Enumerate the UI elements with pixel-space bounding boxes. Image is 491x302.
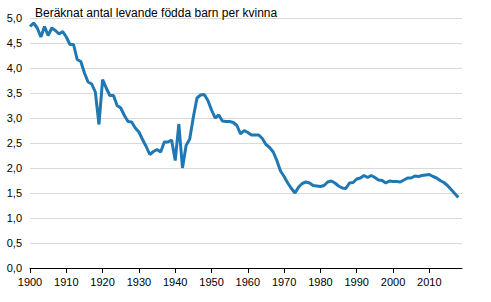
svg-text:1970: 1970 [272, 276, 296, 288]
svg-text:3,0: 3,0 [7, 112, 22, 124]
svg-text:1,5: 1,5 [7, 187, 22, 199]
svg-text:1960: 1960 [236, 276, 260, 288]
svg-text:5,0: 5,0 [7, 12, 22, 24]
svg-text:0,5: 0,5 [7, 237, 22, 249]
svg-text:1900: 1900 [18, 276, 42, 288]
svg-text:1980: 1980 [308, 276, 332, 288]
svg-text:1,0: 1,0 [7, 212, 22, 224]
svg-text:1930: 1930 [127, 276, 151, 288]
svg-text:4,0: 4,0 [7, 62, 22, 74]
svg-text:0,0: 0,0 [7, 262, 22, 274]
svg-text:2,0: 2,0 [7, 162, 22, 174]
svg-text:1950: 1950 [199, 276, 223, 288]
svg-text:2000: 2000 [381, 276, 405, 288]
svg-text:1940: 1940 [163, 276, 187, 288]
svg-text:Beräknat antal levande födda b: Beräknat antal levande födda barn per kv… [35, 6, 277, 20]
svg-text:1990: 1990 [344, 276, 368, 288]
svg-text:4,5: 4,5 [7, 37, 22, 49]
svg-text:1910: 1910 [54, 276, 78, 288]
svg-text:2,5: 2,5 [7, 137, 22, 149]
svg-text:3,5: 3,5 [7, 87, 22, 99]
svg-text:2010: 2010 [417, 276, 441, 288]
svg-text:1920: 1920 [90, 276, 114, 288]
